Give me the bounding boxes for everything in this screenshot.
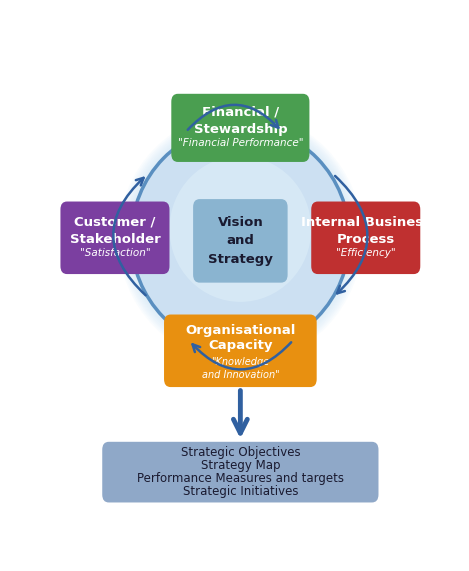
Text: Process: Process [337, 232, 395, 246]
Ellipse shape [169, 156, 311, 302]
Ellipse shape [175, 171, 306, 305]
Ellipse shape [120, 114, 361, 361]
Ellipse shape [121, 115, 359, 360]
Text: Stewardship: Stewardship [194, 123, 287, 136]
Ellipse shape [125, 119, 356, 357]
Text: Strategic Objectives: Strategic Objectives [181, 446, 300, 459]
Ellipse shape [169, 165, 311, 311]
Text: Customer /: Customer / [74, 216, 156, 229]
Ellipse shape [208, 204, 273, 271]
FancyBboxPatch shape [171, 94, 310, 162]
Ellipse shape [131, 126, 349, 350]
Text: Stakeholder: Stakeholder [69, 232, 160, 246]
Ellipse shape [213, 210, 268, 266]
Ellipse shape [164, 159, 317, 316]
Text: Performance Measures and targets: Performance Measures and targets [137, 472, 344, 485]
Ellipse shape [130, 124, 351, 352]
Ellipse shape [137, 131, 344, 344]
Ellipse shape [131, 126, 349, 350]
Ellipse shape [186, 182, 295, 294]
Ellipse shape [118, 112, 363, 363]
Text: Strategy: Strategy [208, 253, 273, 266]
Text: Organisational: Organisational [185, 324, 295, 337]
Text: Strategic Initiatives: Strategic Initiatives [182, 485, 298, 498]
Ellipse shape [123, 117, 357, 359]
Ellipse shape [128, 122, 353, 353]
FancyBboxPatch shape [61, 202, 169, 274]
Text: Capacity: Capacity [208, 339, 272, 352]
Ellipse shape [191, 187, 289, 288]
Ellipse shape [153, 148, 328, 328]
Text: and Innovation": and Innovation" [202, 370, 279, 380]
FancyBboxPatch shape [164, 315, 317, 387]
Ellipse shape [224, 221, 257, 255]
Text: Internal Business: Internal Business [301, 216, 431, 229]
Text: "Knowledge: "Knowledge [211, 357, 270, 367]
Text: "Efficiency": "Efficiency" [336, 248, 395, 258]
Ellipse shape [127, 120, 354, 355]
Ellipse shape [219, 215, 262, 260]
Ellipse shape [159, 154, 322, 322]
Text: Financial /: Financial / [202, 106, 279, 119]
Text: and: and [227, 234, 254, 247]
Ellipse shape [235, 232, 246, 243]
Ellipse shape [202, 199, 279, 277]
FancyBboxPatch shape [102, 442, 378, 502]
FancyBboxPatch shape [193, 199, 287, 283]
Ellipse shape [148, 143, 333, 333]
Text: "Financial Performance": "Financial Performance" [178, 138, 303, 148]
FancyBboxPatch shape [311, 202, 420, 274]
Text: Vision: Vision [218, 216, 263, 229]
Text: Strategy Map: Strategy Map [201, 459, 280, 472]
Ellipse shape [142, 137, 339, 339]
Ellipse shape [197, 193, 284, 283]
Ellipse shape [181, 176, 300, 299]
Text: "Satisfaction": "Satisfaction" [80, 248, 150, 258]
Ellipse shape [229, 227, 251, 249]
